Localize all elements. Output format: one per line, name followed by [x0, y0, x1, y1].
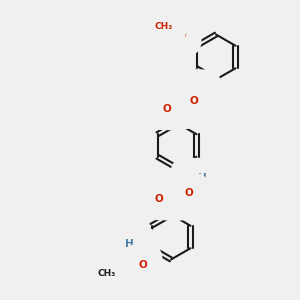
Text: H: H [196, 85, 206, 95]
Text: N: N [186, 173, 195, 184]
Text: O: O [138, 260, 147, 270]
Text: O: O [154, 194, 164, 205]
Text: O: O [177, 30, 186, 40]
Text: H: H [197, 173, 206, 184]
Text: CH₃: CH₃ [98, 269, 116, 278]
Text: N: N [186, 85, 195, 95]
Text: S: S [176, 98, 184, 112]
Text: O: O [189, 95, 198, 106]
Text: N: N [135, 243, 144, 253]
Text: O: O [184, 188, 194, 199]
Text: H: H [124, 239, 134, 249]
Text: CH₃: CH₃ [154, 22, 172, 31]
Text: S: S [170, 190, 178, 203]
Text: O: O [162, 104, 171, 115]
